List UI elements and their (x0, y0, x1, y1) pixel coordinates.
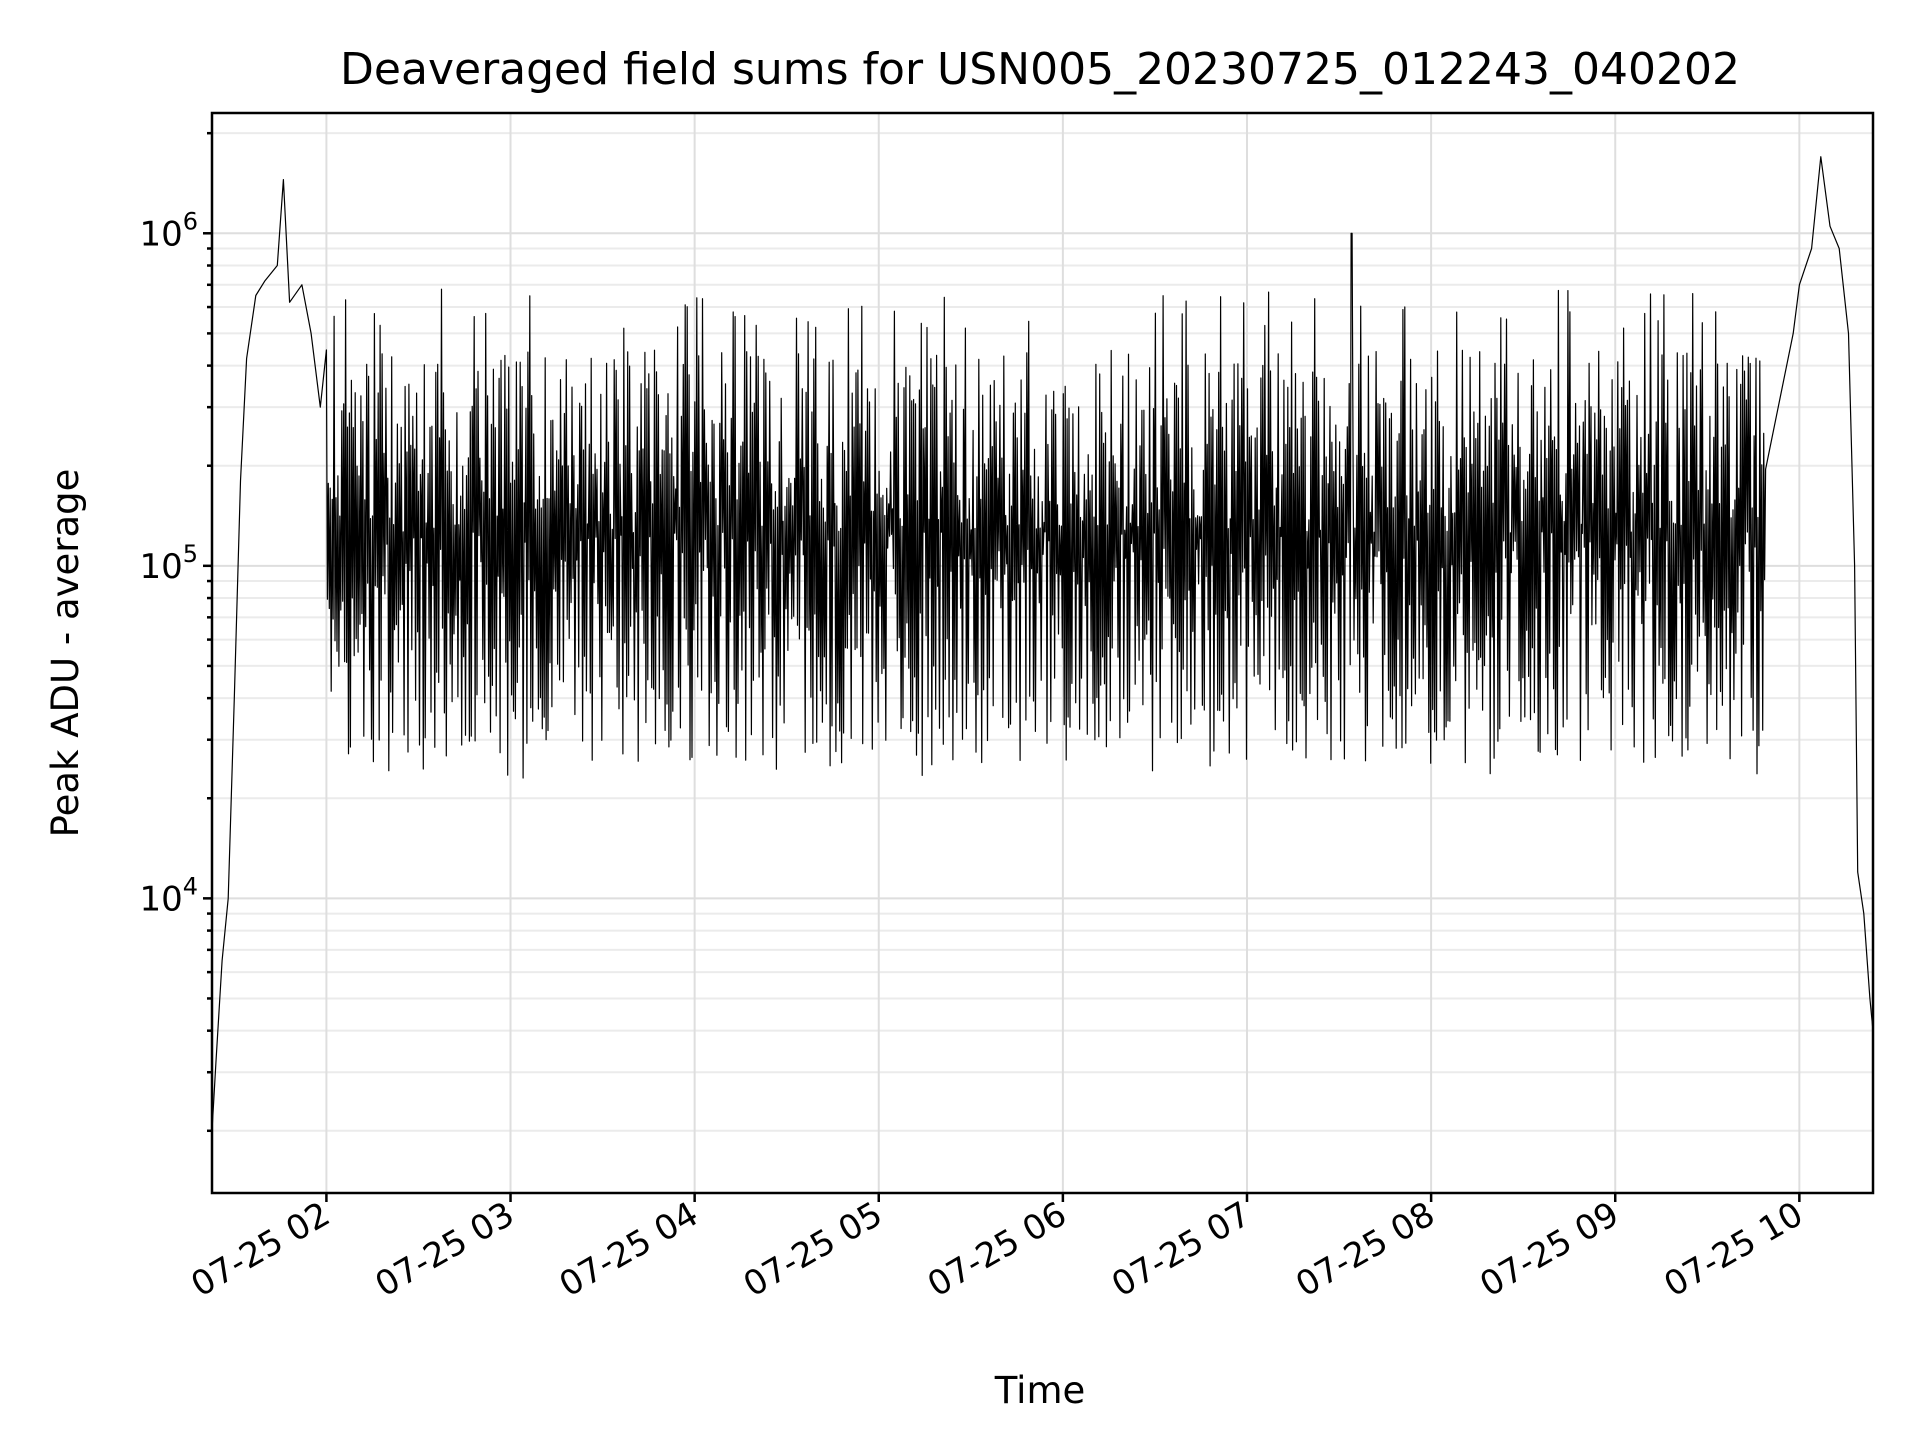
y-tick-label: 106 (139, 207, 198, 254)
grid (212, 113, 1873, 1193)
y-axis: 104 105 106 (139, 131, 212, 1133)
x-axis-label: Time (994, 1369, 1086, 1412)
y-tick-label: 104 (139, 872, 198, 919)
plot-frame (210, 111, 1875, 1195)
y-axis-label: Peak ADU - average (44, 469, 87, 838)
y-tick-label: 105 (139, 540, 198, 587)
series-line (211, 156, 1874, 1131)
chart-title: Deaveraged field sums for USN005_2023072… (340, 44, 1740, 95)
